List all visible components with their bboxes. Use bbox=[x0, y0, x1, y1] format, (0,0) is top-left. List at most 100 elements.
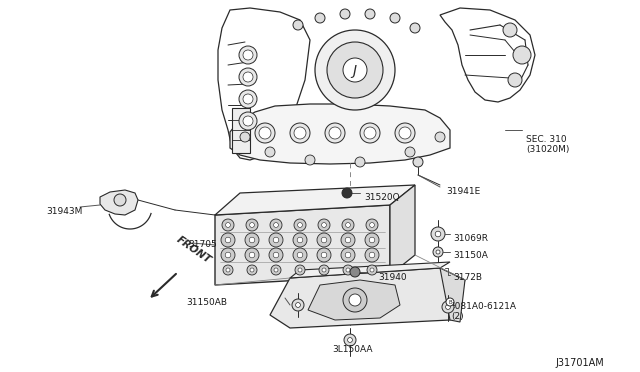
Polygon shape bbox=[270, 268, 465, 328]
Circle shape bbox=[273, 237, 279, 243]
Circle shape bbox=[321, 252, 327, 258]
Polygon shape bbox=[215, 185, 415, 215]
Circle shape bbox=[321, 237, 327, 243]
Circle shape bbox=[294, 219, 306, 231]
Circle shape bbox=[508, 73, 522, 87]
Circle shape bbox=[225, 237, 231, 243]
Text: 31941E: 31941E bbox=[446, 187, 480, 196]
Circle shape bbox=[355, 157, 365, 167]
Circle shape bbox=[243, 72, 253, 82]
Text: B: B bbox=[448, 299, 452, 305]
Circle shape bbox=[435, 231, 441, 237]
Circle shape bbox=[226, 268, 230, 272]
Circle shape bbox=[315, 30, 395, 110]
Circle shape bbox=[245, 233, 259, 247]
Circle shape bbox=[243, 116, 253, 126]
Text: ¹081A0-6121A
(2): ¹081A0-6121A (2) bbox=[451, 302, 516, 321]
Circle shape bbox=[413, 157, 423, 167]
Circle shape bbox=[436, 250, 440, 254]
Circle shape bbox=[345, 252, 351, 258]
Circle shape bbox=[405, 147, 415, 157]
Circle shape bbox=[247, 265, 257, 275]
Polygon shape bbox=[215, 205, 390, 285]
Circle shape bbox=[225, 252, 231, 258]
Circle shape bbox=[243, 94, 253, 104]
Circle shape bbox=[329, 127, 341, 139]
Text: 3L150AA: 3L150AA bbox=[332, 345, 372, 354]
Circle shape bbox=[350, 267, 360, 277]
Circle shape bbox=[293, 233, 307, 247]
Circle shape bbox=[273, 252, 279, 258]
Circle shape bbox=[298, 268, 302, 272]
Circle shape bbox=[345, 237, 351, 243]
Circle shape bbox=[315, 13, 325, 23]
Text: 31069R: 31069R bbox=[453, 234, 488, 243]
Circle shape bbox=[221, 248, 235, 262]
Circle shape bbox=[222, 219, 234, 231]
Circle shape bbox=[365, 233, 379, 247]
Circle shape bbox=[327, 42, 383, 98]
Circle shape bbox=[366, 219, 378, 231]
Circle shape bbox=[341, 233, 355, 247]
Circle shape bbox=[317, 248, 331, 262]
Circle shape bbox=[319, 265, 329, 275]
Circle shape bbox=[322, 268, 326, 272]
Circle shape bbox=[223, 265, 233, 275]
Circle shape bbox=[395, 123, 415, 143]
Circle shape bbox=[349, 294, 361, 306]
Circle shape bbox=[271, 265, 281, 275]
Circle shape bbox=[250, 268, 254, 272]
Circle shape bbox=[367, 265, 377, 275]
Circle shape bbox=[290, 123, 310, 143]
Circle shape bbox=[239, 90, 257, 108]
Circle shape bbox=[255, 123, 275, 143]
Polygon shape bbox=[308, 280, 400, 320]
Circle shape bbox=[249, 237, 255, 243]
Text: 31520Q: 31520Q bbox=[364, 193, 399, 202]
Circle shape bbox=[298, 222, 302, 227]
Circle shape bbox=[433, 247, 443, 257]
Text: 31150A: 31150A bbox=[453, 251, 488, 260]
Circle shape bbox=[274, 268, 278, 272]
Circle shape bbox=[295, 265, 305, 275]
Circle shape bbox=[344, 334, 356, 346]
Circle shape bbox=[239, 112, 257, 130]
Circle shape bbox=[297, 252, 303, 258]
Bar bbox=[232, 108, 250, 153]
Circle shape bbox=[294, 127, 306, 139]
Text: FRONT: FRONT bbox=[175, 234, 213, 265]
Circle shape bbox=[274, 222, 278, 227]
Text: SEC. 310
(31020M): SEC. 310 (31020M) bbox=[526, 135, 570, 154]
Circle shape bbox=[399, 127, 411, 139]
Circle shape bbox=[342, 219, 354, 231]
Circle shape bbox=[292, 299, 304, 311]
Circle shape bbox=[513, 46, 531, 64]
Circle shape bbox=[445, 305, 451, 310]
Circle shape bbox=[322, 222, 326, 227]
Circle shape bbox=[365, 9, 375, 19]
Circle shape bbox=[269, 233, 283, 247]
Circle shape bbox=[343, 58, 367, 82]
Text: 3172B: 3172B bbox=[453, 273, 482, 282]
Circle shape bbox=[259, 127, 271, 139]
Circle shape bbox=[370, 268, 374, 272]
Circle shape bbox=[245, 248, 259, 262]
Text: 31943M: 31943M bbox=[46, 207, 83, 216]
Circle shape bbox=[239, 68, 257, 86]
Circle shape bbox=[325, 123, 345, 143]
Circle shape bbox=[365, 248, 379, 262]
Circle shape bbox=[293, 248, 307, 262]
Circle shape bbox=[297, 237, 303, 243]
Circle shape bbox=[240, 132, 250, 142]
Circle shape bbox=[390, 13, 400, 23]
Circle shape bbox=[369, 252, 375, 258]
Text: 31150AB: 31150AB bbox=[186, 298, 227, 307]
Polygon shape bbox=[100, 190, 138, 215]
Circle shape bbox=[293, 20, 303, 30]
Circle shape bbox=[296, 302, 300, 307]
Circle shape bbox=[370, 222, 374, 227]
Polygon shape bbox=[230, 104, 450, 164]
Circle shape bbox=[305, 155, 315, 165]
Circle shape bbox=[446, 298, 454, 306]
Text: 31705: 31705 bbox=[188, 240, 217, 249]
